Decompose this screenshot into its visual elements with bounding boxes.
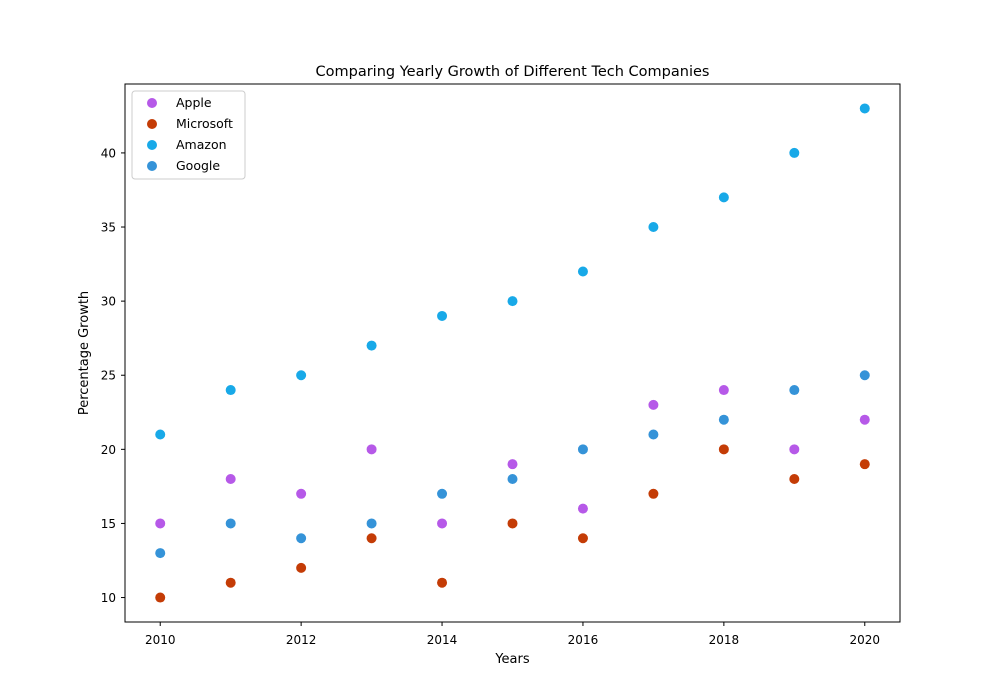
point-microsoft-2010 (155, 592, 166, 603)
point-microsoft-2011 (225, 577, 236, 588)
point-apple-2016 (577, 503, 588, 514)
point-google-2011 (225, 518, 236, 529)
x-tick-label: 2016 (568, 633, 599, 647)
legend-box (131, 90, 246, 180)
y-tick-label: 25 (101, 369, 116, 383)
point-google-2017 (648, 429, 659, 440)
point-google-2010 (155, 548, 166, 559)
plot-area-frame (124, 83, 901, 623)
point-google-2019 (789, 385, 800, 396)
x-tick-label: 2020 (849, 633, 880, 647)
point-microsoft-2018 (718, 444, 729, 455)
point-amazon-2019 (789, 147, 800, 158)
x-tick-label: 2012 (286, 633, 317, 647)
y-tick-label: 40 (101, 146, 116, 160)
point-google-2015 (507, 473, 518, 484)
point-apple-2012 (296, 488, 307, 499)
point-apple-2019 (789, 444, 800, 455)
legend-marker-apple (147, 98, 157, 108)
legend-marker-google (147, 161, 157, 171)
point-amazon-2012 (296, 370, 307, 381)
x-axis-ticks: 2010 2012 2014 2016 2018 2020 (145, 622, 880, 647)
point-microsoft-2012 (296, 562, 307, 573)
point-apple-2014 (437, 518, 448, 529)
point-amazon-2013 (366, 340, 377, 351)
point-google-2013 (366, 518, 377, 529)
y-tick-label: 35 (101, 221, 116, 235)
point-amazon-2010 (155, 429, 166, 440)
y-axis-label: Percentage Growth (77, 291, 92, 415)
y-tick-label: 30 (101, 295, 116, 309)
point-amazon-2014 (437, 310, 448, 321)
point-microsoft-2020 (859, 459, 870, 470)
x-tick-label: 2010 (145, 633, 176, 647)
point-amazon-2017 (648, 222, 659, 233)
legend-label-microsoft: Microsoft (176, 116, 233, 131)
x-axis-label: Years (494, 652, 530, 667)
y-tick-label: 15 (101, 517, 116, 531)
legend: Apple Microsoft Amazon Google (131, 90, 246, 180)
point-microsoft-2016 (577, 533, 588, 544)
x-tick-label: 2014 (427, 633, 458, 647)
chart-title: Comparing Yearly Growth of Different Tec… (316, 64, 710, 80)
point-google-2014 (437, 488, 448, 499)
point-apple-2017 (648, 399, 659, 410)
point-microsoft-2017 (648, 488, 659, 499)
data-points (155, 103, 870, 603)
point-google-2018 (718, 414, 729, 425)
legend-marker-microsoft (147, 119, 157, 129)
point-microsoft-2014 (437, 577, 448, 588)
point-amazon-2011 (225, 385, 236, 396)
x-tick-label: 2018 (709, 633, 740, 647)
point-amazon-2015 (507, 296, 518, 307)
point-amazon-2020 (859, 103, 870, 114)
legend-label-apple: Apple (176, 95, 212, 110)
point-apple-2013 (366, 444, 377, 455)
point-amazon-2018 (718, 192, 729, 203)
y-tick-label: 20 (101, 443, 116, 457)
point-google-2020 (859, 370, 870, 381)
point-google-2016 (577, 444, 588, 455)
legend-label-google: Google (176, 158, 220, 173)
point-google-2012 (296, 533, 307, 544)
point-microsoft-2019 (789, 473, 800, 484)
point-apple-2015 (507, 459, 518, 470)
legend-marker-amazon (147, 140, 157, 150)
point-apple-2018 (718, 385, 729, 396)
y-axis-ticks: 10 15 20 25 30 35 40 (101, 146, 125, 605)
point-microsoft-2013 (366, 533, 377, 544)
y-tick-label: 10 (101, 591, 116, 605)
point-amazon-2016 (577, 266, 588, 277)
point-apple-2020 (859, 414, 870, 425)
point-apple-2011 (225, 473, 236, 484)
point-apple-2010 (155, 518, 166, 529)
legend-label-amazon: Amazon (176, 137, 227, 152)
point-microsoft-2015 (507, 518, 518, 529)
